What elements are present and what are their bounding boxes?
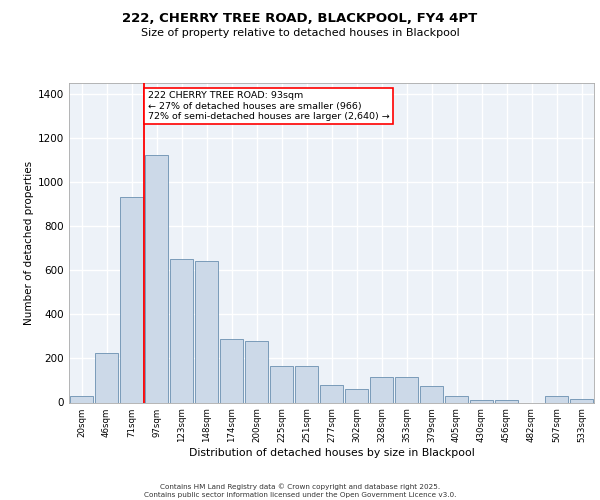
Bar [470, 400, 493, 402]
Bar [70, 396, 94, 402]
Bar [220, 338, 244, 402]
Bar [370, 377, 394, 402]
Text: Contains HM Land Registry data © Crown copyright and database right 2025.
Contai: Contains HM Land Registry data © Crown c… [144, 484, 456, 498]
Bar [95, 353, 118, 403]
Bar [320, 385, 343, 402]
Bar [344, 390, 368, 402]
Y-axis label: Number of detached properties: Number of detached properties [24, 160, 34, 324]
Bar [194, 262, 218, 402]
Text: Size of property relative to detached houses in Blackpool: Size of property relative to detached ho… [140, 28, 460, 38]
Bar [119, 198, 143, 402]
Bar [494, 400, 518, 402]
Bar [545, 396, 568, 402]
Bar [145, 156, 169, 402]
Bar [295, 366, 319, 403]
Text: 222 CHERRY TREE ROAD: 93sqm
← 27% of detached houses are smaller (966)
72% of se: 222 CHERRY TREE ROAD: 93sqm ← 27% of det… [148, 92, 389, 121]
Bar [245, 340, 268, 402]
Bar [445, 396, 469, 402]
Bar [395, 377, 418, 402]
X-axis label: Distribution of detached houses by size in Blackpool: Distribution of detached houses by size … [188, 448, 475, 458]
Bar [170, 259, 193, 402]
Bar [569, 399, 593, 402]
Bar [269, 366, 293, 403]
Bar [419, 386, 443, 402]
Text: 222, CHERRY TREE ROAD, BLACKPOOL, FY4 4PT: 222, CHERRY TREE ROAD, BLACKPOOL, FY4 4P… [122, 12, 478, 26]
